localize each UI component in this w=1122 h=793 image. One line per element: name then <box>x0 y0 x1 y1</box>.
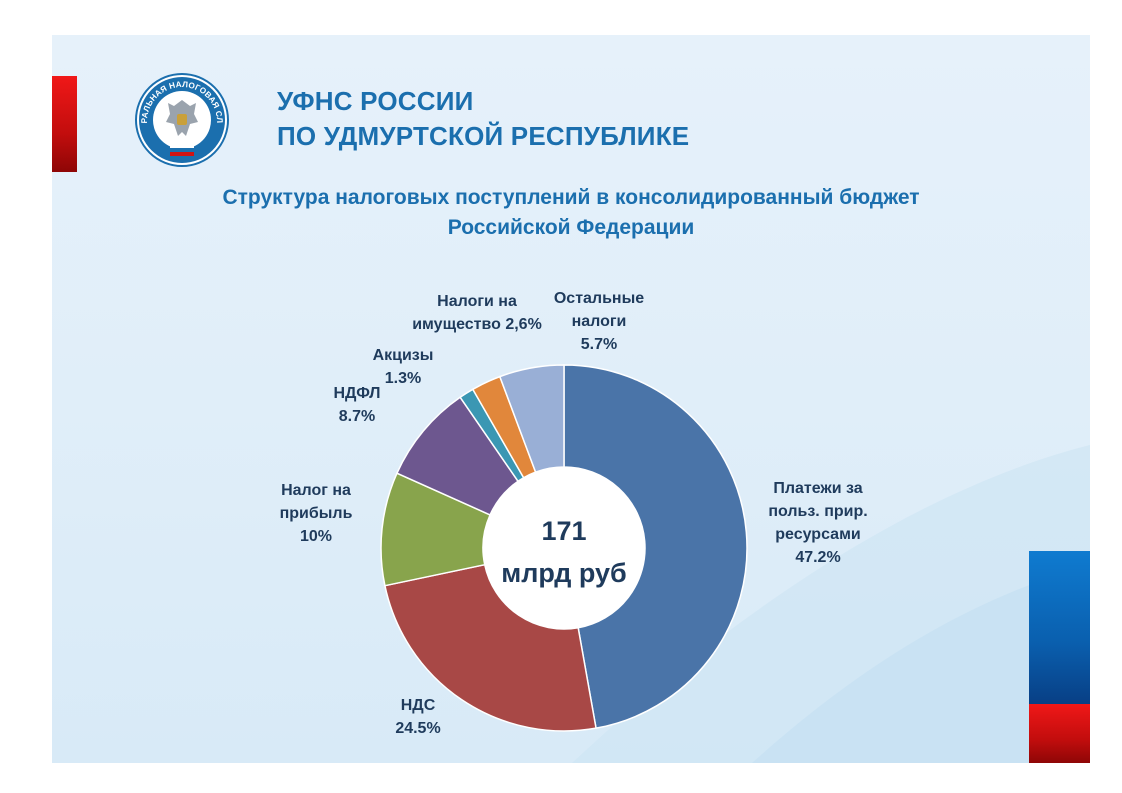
background-swoosh <box>572 445 1090 763</box>
slice-label-line: НДС <box>401 697 436 714</box>
slice-label-line: 5.7% <box>581 336 617 353</box>
slice-label-line: Платежи за <box>773 480 862 497</box>
accent-bar-red-left <box>52 76 77 172</box>
slice-label-line: налоги <box>572 313 627 330</box>
slice-label-line: польз. прир. <box>768 503 867 520</box>
slice-label-line: 10% <box>300 528 332 545</box>
slice-label-line: прибыль <box>280 505 353 522</box>
accent-bar-red-right <box>1029 704 1090 763</box>
slice-label-line: НДФЛ <box>333 385 380 402</box>
slice-label-ндфл: НДФЛ 8.7% <box>333 385 380 425</box>
donut-hole <box>483 467 645 629</box>
slice-label-налог-на: Налог на прибыль 10% <box>280 482 353 545</box>
slice-label-платежи-за: Платежи за польз. прир. ресурсами 47.2% <box>768 480 867 566</box>
fns-emblem-icon: ФЕДЕРАЛЬНАЯ НАЛОГОВАЯ СЛУЖБА <box>134 72 229 167</box>
organization-name-line1: УФНС РОССИИ <box>277 86 474 116</box>
slice-label-line: ресурсами <box>775 526 860 543</box>
slice-label-line: 47.2% <box>795 549 840 566</box>
slice-label-line: Налоги на <box>437 293 517 310</box>
slice-label-line: 8.7% <box>339 408 375 425</box>
chart-title-line2: Российской Федерации <box>447 216 695 239</box>
slice-label-line: имущество 2,6% <box>412 316 542 333</box>
slice-label-ндс: НДС 24.5% <box>395 697 440 737</box>
center-label-unit: млрд руб <box>501 558 626 588</box>
accent-bar-blue-right <box>1029 551 1090 704</box>
slice-label-line: 1.3% <box>385 370 421 387</box>
slice-label-остальные: Остальные налоги 5.7% <box>554 290 644 353</box>
slice-label-line: 24.5% <box>395 720 440 737</box>
slice-label-налоги-на: Налоги на имущество 2,6% <box>412 293 542 333</box>
chart-title-line1: Структура налоговых поступлений в консол… <box>222 186 920 209</box>
slice-label-акцизы: Акцизы 1.3% <box>373 347 434 387</box>
slice-label-line: Акцизы <box>373 347 434 364</box>
slice-label-line: Налог на <box>281 482 351 499</box>
center-label-value: 171 <box>541 516 586 546</box>
slice-label-line: Остальные <box>554 290 644 307</box>
organization-name-line2: ПО УДМУРТСКОЙ РЕСПУБЛИКЕ <box>277 121 690 151</box>
pie-slice-ндс <box>384 563 597 732</box>
